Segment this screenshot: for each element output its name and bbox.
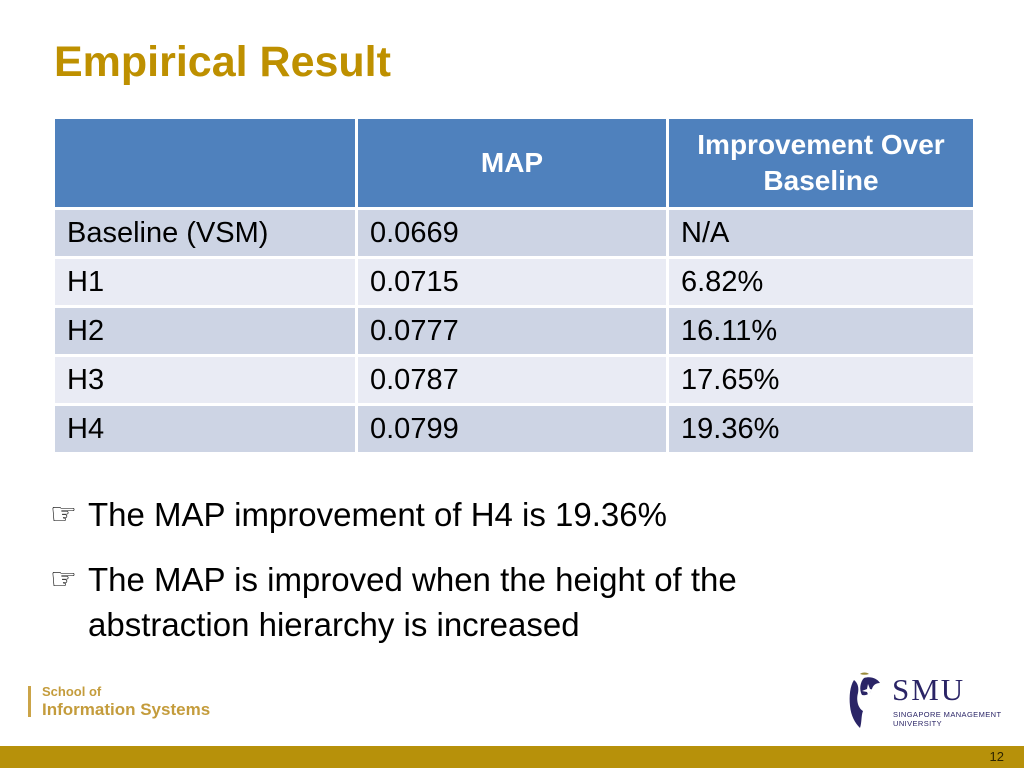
header-cell-map: MAP (358, 119, 666, 207)
pointing-hand-icon: ☞ (50, 497, 77, 532)
school-name-line1: School of (42, 684, 102, 699)
list-item: ☞ The MAP is improved when the height of… (50, 557, 906, 647)
footer-divider (28, 686, 31, 717)
table-row: H2 0.0777 16.11% (55, 308, 973, 354)
row-improvement-value: N/A (669, 210, 973, 256)
results-table: MAP Improvement Over Baseline Baseline (… (52, 116, 976, 455)
bullet-list: ☞ The MAP improvement of H4 is 19.36% ☞ … (50, 492, 906, 667)
page-title: Empirical Result (54, 38, 391, 86)
row-label: H4 (55, 406, 355, 452)
smu-wordmark: SMU (892, 672, 966, 707)
header-cell-improvement: Improvement Over Baseline (669, 119, 973, 207)
bottom-accent-bar: 12 (0, 746, 1024, 768)
row-label: Baseline (VSM) (55, 210, 355, 256)
school-name-line2: Information Systems (42, 700, 211, 719)
smu-logo: SMU SINGAPORE MANAGEMENT UNIVERSITY (846, 666, 1001, 732)
smu-subtitle: SINGAPORE MANAGEMENT UNIVERSITY (893, 710, 1001, 729)
row-map-value: 0.0669 (358, 210, 666, 256)
bullet-text: The MAP is improved when the height of t… (88, 561, 737, 643)
school-name: School of Information Systems (42, 684, 210, 720)
row-map-value: 0.0787 (358, 357, 666, 403)
smu-subtitle-line1: SINGAPORE MANAGEMENT (893, 710, 1002, 719)
table-header-row: MAP Improvement Over Baseline (55, 119, 973, 207)
row-map-value: 0.0799 (358, 406, 666, 452)
bullet-text: The MAP improvement of H4 is 19.36% (88, 496, 667, 533)
table-row: H1 0.0715 6.82% (55, 259, 973, 305)
row-label: H1 (55, 259, 355, 305)
row-label: H2 (55, 308, 355, 354)
header-cell-empty (55, 119, 355, 207)
list-item: ☞ The MAP improvement of H4 is 19.36% (50, 492, 906, 537)
row-improvement-value: 19.36% (669, 406, 973, 452)
table-row: H3 0.0787 17.65% (55, 357, 973, 403)
table-row: Baseline (VSM) 0.0669 N/A (55, 210, 973, 256)
row-improvement-value: 16.11% (669, 308, 973, 354)
page-number: 12 (989, 749, 1004, 764)
row-improvement-value: 6.82% (669, 259, 973, 305)
pointing-hand-icon: ☞ (50, 562, 77, 597)
table-row: H4 0.0799 19.36% (55, 406, 973, 452)
row-map-value: 0.0777 (358, 308, 666, 354)
smu-subtitle-line2: UNIVERSITY (893, 719, 943, 729)
row-map-value: 0.0715 (358, 259, 666, 305)
row-label: H3 (55, 357, 355, 403)
smu-lion-icon (849, 672, 880, 728)
row-improvement-value: 17.65% (669, 357, 973, 403)
